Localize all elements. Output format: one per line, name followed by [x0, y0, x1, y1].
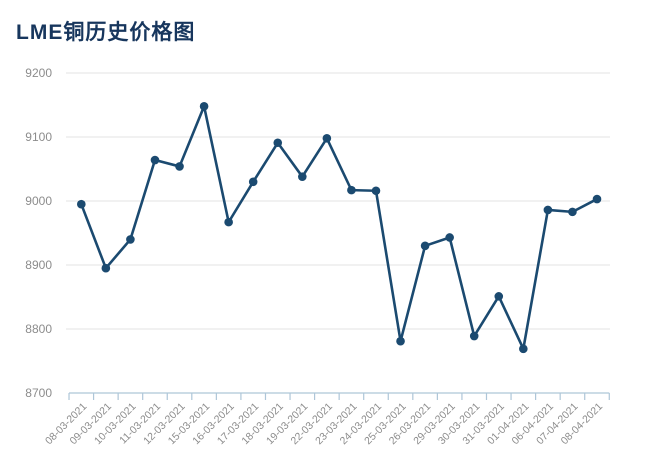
data-point	[420, 241, 430, 251]
data-point	[298, 172, 307, 181]
data-point	[543, 205, 553, 215]
data-point	[322, 133, 332, 143]
data-point	[445, 233, 454, 242]
data-point	[592, 194, 602, 204]
data-point	[273, 138, 283, 148]
data-point	[101, 263, 111, 273]
y-axis-label: 9000	[25, 194, 52, 208]
y-axis-label: 8700	[25, 386, 52, 400]
data-point	[469, 331, 479, 341]
price-series-line	[80, 104, 599, 351]
price-line-chart: 87008800890090009100920008-03-202109-03-…	[25, 66, 610, 447]
y-axis-label: 9100	[25, 130, 52, 144]
data-point	[568, 207, 577, 217]
data-point	[519, 344, 528, 354]
data-point	[150, 155, 160, 165]
data-point	[126, 235, 135, 244]
data-point	[347, 185, 356, 195]
data-point	[175, 162, 184, 171]
data-point	[396, 336, 405, 346]
data-point	[199, 101, 209, 111]
data-point	[224, 217, 233, 227]
data-point	[494, 292, 504, 301]
y-axis-label: 8900	[25, 258, 52, 272]
y-axis-label: 8800	[25, 322, 52, 336]
data-point	[248, 177, 258, 187]
data-point	[371, 186, 381, 196]
data-point	[77, 199, 86, 209]
chart-title: LME铜历史价格图	[16, 21, 196, 44]
y-axis-label: 9200	[25, 66, 52, 80]
